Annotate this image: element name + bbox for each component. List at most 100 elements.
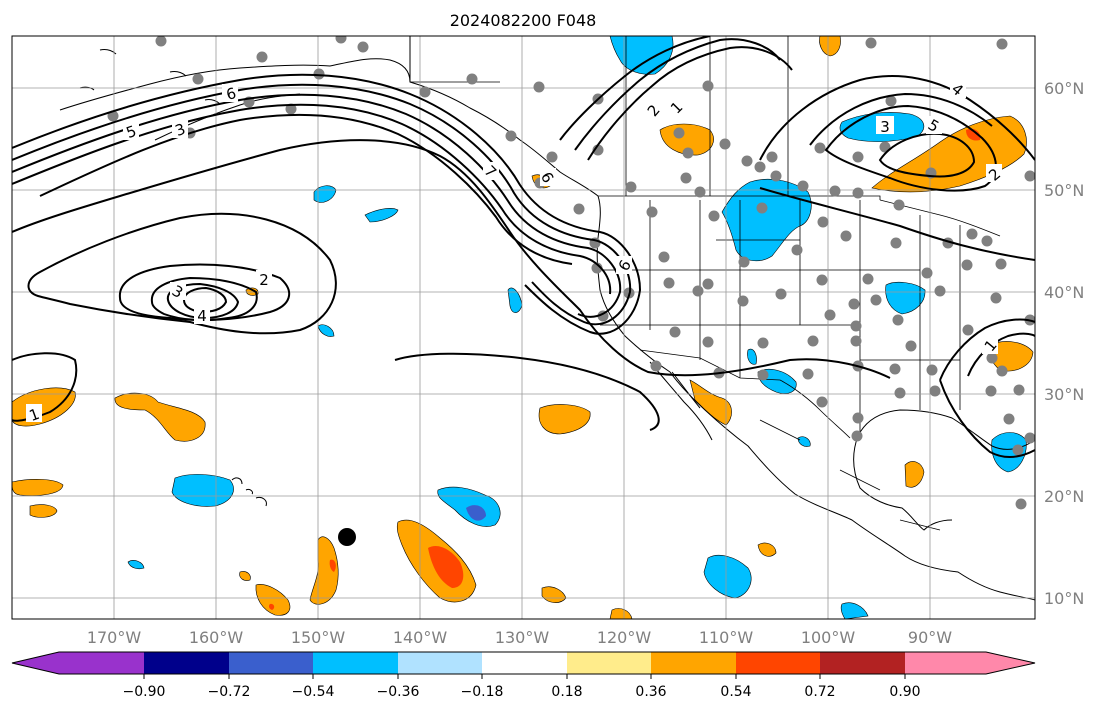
positive-anomaly-area [757,542,777,557]
us-state-borders [600,200,961,438]
colorbar-tick-label: 0.36 [635,684,666,700]
contour-line [759,75,1035,161]
colorbar-tick-label: 0.90 [889,684,920,700]
negative-anomaly-area [317,324,335,337]
positive-anomaly-area [255,584,291,616]
colorbar-bin [229,652,313,674]
positive-anomaly-area [114,392,206,442]
lat-label: 30°N [1044,385,1084,404]
positive-anomaly-area [29,504,58,518]
station-markers [107,36,1035,510]
positive-anomaly-area [659,123,714,156]
positive-anomaly-area [538,404,591,435]
contour-line [824,104,997,192]
contour-line [967,332,1035,377]
negative-anomaly-area [991,432,1027,473]
contour-label: 3 [880,118,890,136]
strong-positive-anomaly-area [966,128,981,141]
longitude-labels: 170°W 160°W 150°W 140°W 130°W 120°W 110°… [87,628,952,647]
colorbar-bin [313,652,398,674]
colorbar-bin [567,652,651,674]
contour-line [878,132,976,178]
negative-anomaly-area [747,348,757,365]
strong-negative-anomaly-area [466,505,486,521]
negative-anomaly-area [703,555,752,599]
lon-label: 170°W [87,628,142,647]
colorbar-tick-label: 0.18 [551,684,582,700]
lon-label: 120°W [597,628,652,647]
colorbar-bin [144,652,229,674]
hawaiian-islands [231,477,267,507]
colorbar: −0.90 −0.72 −0.54 −0.36 −0.18 0.18 0.36 … [11,651,1036,700]
contour-line [12,73,642,335]
map-frame [11,35,1036,620]
colorbar-bin [59,652,144,674]
positive-anomaly-area [819,36,841,57]
lon-label: 150°W [291,628,346,647]
contour-line [559,36,711,141]
colorbar-tick-label: 0.54 [720,684,751,700]
lat-label: 50°N [1044,181,1084,200]
negative-anomaly-area [127,560,145,570]
negative-anomaly-area [171,474,234,507]
contour-line [574,38,781,151]
strong-positive-anomaly-area [268,603,275,610]
contour-line [587,46,793,161]
colorbar-bin [482,652,567,674]
colorbar-tick-label: −0.18 [461,684,504,700]
contour-line [12,103,612,295]
strong-positive-anomaly-area [329,559,336,572]
colorbar-tick-label: −0.90 [123,684,166,700]
colorbar-tick-label: −0.36 [377,684,420,700]
contour-line [12,139,891,379]
lon-label: 130°W [495,628,550,647]
colorbar-tick-label: −0.54 [292,684,335,700]
contour-line [759,187,1035,261]
lon-label: 110°W [699,628,754,647]
positive-anomaly-area [239,571,251,581]
contour-line [12,83,632,326]
positive-anomaly-area [309,536,339,605]
storm-center-marker [338,528,356,546]
strong-positive-anomaly-area [428,545,464,588]
contour-line [939,318,1035,458]
lat-label: 20°N [1044,487,1084,506]
colorbar-tick-label: 0.72 [804,684,835,700]
contour-labels: 6 5 3 7 2 1 3 4 5 2 1 2 3 4 [26,80,1004,425]
contour-line [182,286,228,314]
lon-label: 100°W [801,628,856,647]
latitude-labels: 60°N 50°N 40°N 30°N 20°N 10°N [1044,79,1084,608]
colorbar-bin [398,652,482,674]
contour-line [809,92,993,146]
lat-label: 60°N [1044,79,1084,98]
lon-label: 90°W [908,628,952,647]
contour-label: 2 [259,271,269,289]
colorbar-tick-label: −0.72 [208,684,251,700]
colorbar-bin [736,652,820,674]
negative-anomaly-area [840,602,869,619]
map-title: 2024082200 F048 [450,11,597,30]
contour-label: 6 [224,84,238,104]
colorbar-bin [651,652,736,674]
positive-anomaly-area [12,479,64,496]
map-panel: 6 5 3 7 2 1 3 4 5 2 1 2 3 4 [12,36,1035,619]
negative-anomaly-area [797,436,811,447]
lat-label: 10°N [1044,589,1084,608]
lon-label: 140°W [393,628,448,647]
colorbar-max-extend [986,652,1035,674]
positive-anomaly-area [904,461,925,488]
colorbar-bin [905,652,986,674]
negative-anomaly-area [721,179,812,262]
aleutian-islands [79,49,221,105]
contour-line [394,352,660,431]
us-mexico-border [639,349,851,439]
contour-line [27,212,337,335]
contour-line [39,113,573,265]
negative-anomaly-area [885,281,926,315]
north-america-coastline [409,36,1035,601]
lon-label: 160°W [189,628,244,647]
contour-line [150,276,258,322]
negative-anomaly-area [364,208,399,223]
lat-label: 40°N [1044,283,1084,302]
